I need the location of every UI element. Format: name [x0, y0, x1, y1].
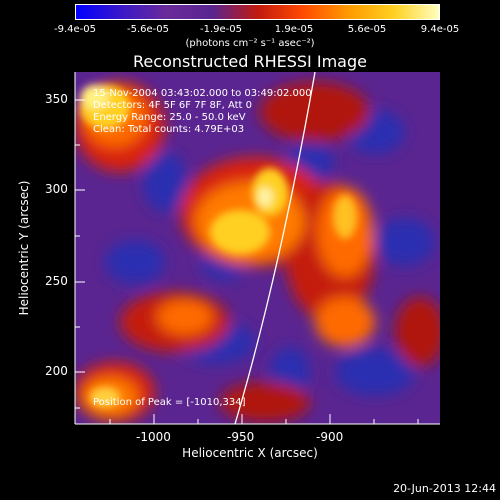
x-tick-label: -1000 — [136, 430, 171, 444]
annotation-energy: Energy Range: 25.0 - 50.0 keV — [93, 112, 246, 123]
colorbar-tick: 5.6e-05 — [347, 24, 387, 35]
colorbar-tick: 1.9e-05 — [274, 24, 314, 35]
colorbar-tick: -1.9e-05 — [200, 24, 242, 35]
x-tick-label: -900 — [316, 430, 344, 444]
colorbar-tick-labels: -9.4e-05 -5.6e-05 -1.9e-05 1.9e-05 5.6e-… — [0, 24, 500, 40]
y-tick-label: 200 — [45, 364, 68, 378]
y-tick-label: 250 — [45, 274, 68, 288]
x-tick-label: -950 — [227, 430, 255, 444]
solar-limb-line — [234, 72, 316, 424]
x-axis-label: Heliocentric X (arcsec) — [182, 446, 318, 460]
colorbar-tick: -5.6e-05 — [127, 24, 169, 35]
image-title: Reconstructed RHESSI Image — [133, 52, 367, 71]
rhessi-image-panel: 15-Nov-2004 03:43:02.000 to 03:49:02.000… — [75, 72, 440, 424]
rhessi-image — [75, 72, 440, 424]
footer-timestamp: 20-Jun-2013 12:44 — [393, 482, 496, 495]
y-tick-label: 300 — [45, 182, 68, 196]
annotation-peak: Position of Peak = [-1010,334] — [93, 397, 246, 408]
colorbar-tick: 9.4e-05 — [420, 24, 460, 35]
colorbar — [75, 4, 440, 20]
annotation-detectors: Detectors: 4F 5F 6F 7F 8F, Att 0 — [93, 100, 253, 111]
colorbar-tick: -9.4e-05 — [54, 24, 96, 35]
colorbar-units: (photons cm⁻² s⁻¹ asec⁻²) — [185, 38, 315, 49]
annotation-clean: Clean: Total counts: 4.79E+03 — [93, 124, 245, 135]
annotation-time: 15-Nov-2004 03:43:02.000 to 03:49:02.000 — [93, 88, 312, 99]
y-tick-label: 350 — [45, 92, 68, 106]
y-axis-label: Heliocentric Y (arcsec) — [17, 180, 31, 316]
